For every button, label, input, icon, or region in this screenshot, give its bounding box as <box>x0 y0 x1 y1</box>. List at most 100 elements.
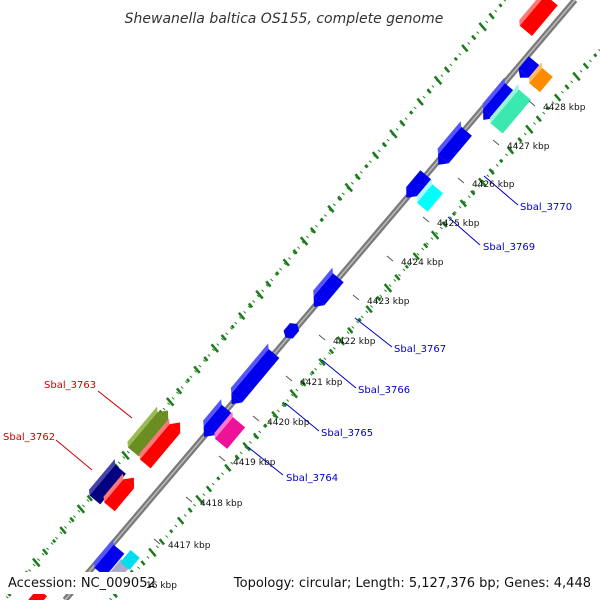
gc-dash <box>234 454 240 460</box>
gc-dash <box>498 3 503 8</box>
tick-label-4426: 4426 kbp <box>472 180 515 190</box>
tick-label-4423: 4423 kbp <box>367 297 410 307</box>
gc-dash <box>459 199 468 208</box>
gc-dash <box>593 53 598 58</box>
gc-dash <box>328 348 335 355</box>
gc-dash <box>371 151 380 160</box>
gene-label-sbal-3770: Sbal_3770 <box>520 202 572 213</box>
outer-dotted-track <box>3 0 507 600</box>
gc-dash <box>265 280 272 288</box>
gc-dash <box>319 217 325 222</box>
gc-dash <box>564 84 570 90</box>
gc-dash <box>364 163 369 169</box>
footer-backdrop-left <box>0 572 146 594</box>
gc-dashes-inner <box>111 53 598 599</box>
tick-label-4418: 4418 kbp <box>200 499 243 509</box>
gene-sbal-3762-a <box>139 418 181 469</box>
gc-dash <box>337 195 343 201</box>
tick-label-4417: 4417 kbp <box>168 541 211 551</box>
gc-dash <box>572 71 581 82</box>
gc-dash <box>357 317 362 322</box>
gene-sbal-3767 <box>313 267 344 307</box>
gc-dash <box>381 141 388 148</box>
gc-dash <box>309 226 317 234</box>
tick-label-4422: 4422 kbp <box>333 337 376 347</box>
gc-dash <box>553 93 562 102</box>
gc-dash <box>195 494 204 505</box>
gene-bottom-red <box>23 588 48 600</box>
gc-dash <box>205 485 213 493</box>
gene-label-sbal-3769: Sbal_3769 <box>483 242 535 253</box>
gc-dash <box>347 326 354 334</box>
gc-dash <box>488 168 495 176</box>
gc-dash <box>148 547 157 558</box>
gene-sbal-3770 <box>437 121 472 165</box>
gene-sbal-3763 <box>127 406 169 457</box>
gc-dash <box>416 97 424 106</box>
gc-dash <box>336 336 346 346</box>
gc-dash <box>158 538 165 546</box>
gc-dash <box>461 44 469 53</box>
gc-dash <box>169 529 174 534</box>
footer-backdrop-right <box>258 572 596 594</box>
gc-dash <box>441 221 448 228</box>
gc-dash <box>470 190 476 196</box>
gc-dash <box>443 66 451 74</box>
gene-sbal-3765 <box>203 399 233 437</box>
gene-label-sbal-3765: Sbal_3765 <box>321 428 373 439</box>
partial-tick-label: 16 kbp <box>146 581 177 591</box>
gc-dash <box>140 560 146 566</box>
gc-dash <box>394 273 401 281</box>
gene-label-sbal-3763: Sbal_3763 <box>44 380 96 391</box>
gene-label-sbal-3762: Sbal_3762 <box>3 432 55 443</box>
gene-label-leaders <box>55 175 519 476</box>
tick-mark <box>285 375 293 382</box>
tick-mark <box>153 538 161 545</box>
gc-dash <box>86 494 93 502</box>
gc-dash <box>354 173 361 181</box>
gene-navy <box>89 459 126 505</box>
gc-dash <box>409 110 414 115</box>
gc-dash <box>216 476 221 481</box>
gc-dash <box>31 557 41 568</box>
gc-dash <box>252 432 260 440</box>
gene-sbal-3764 <box>214 411 246 449</box>
gc-dash <box>255 289 264 300</box>
gc-dash <box>299 236 309 246</box>
gc-dash <box>471 34 477 41</box>
inner-dotted-track <box>108 49 600 600</box>
gc-dash <box>271 410 279 419</box>
gc-dash <box>292 249 298 255</box>
gc-dash <box>52 538 57 544</box>
accession-text: Accession: NC_009052 <box>8 576 156 591</box>
gc-dash <box>478 22 487 32</box>
gene-sbal-3762 <box>103 473 135 512</box>
tick-label-4421: 4421 kbp <box>300 378 343 388</box>
gc-dash <box>535 115 542 123</box>
genome-summary-text: Topology: circular; Length: 5,127,376 bp… <box>233 576 591 591</box>
gc-dash <box>344 182 354 193</box>
gc-dash <box>412 252 420 261</box>
gc-dash <box>318 357 326 367</box>
map-title: Shewanella baltica OS155, complete genom… <box>125 11 444 27</box>
gene-blue-4417 <box>93 539 125 577</box>
gene-label-sbal-3766: Sbal_3766 <box>358 385 410 396</box>
gene-cyan-4417 <box>120 550 140 570</box>
gc-dash <box>477 177 487 187</box>
tick-label-4428: 4428 kbp <box>543 103 586 113</box>
gc-dash <box>165 397 175 407</box>
gc-dash <box>224 463 232 472</box>
tick-mark <box>218 455 226 462</box>
gc-dash <box>517 137 523 143</box>
gc-dash <box>327 204 335 213</box>
tick-marks <box>153 100 536 545</box>
gc-dash <box>389 129 398 139</box>
gc-dash <box>506 146 515 155</box>
gene-top-red <box>519 0 558 36</box>
gc-dash <box>430 230 440 240</box>
gc-dash <box>582 62 590 70</box>
gc-dash <box>499 158 504 164</box>
gc-dash <box>423 242 429 249</box>
gene-blue-top <box>518 56 540 78</box>
